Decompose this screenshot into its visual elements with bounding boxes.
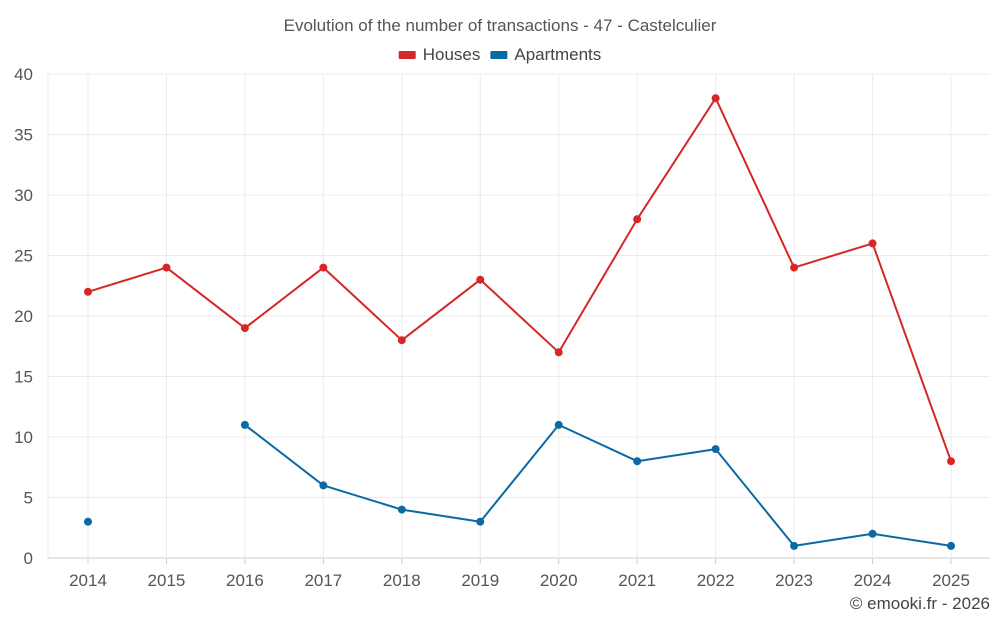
data-point-apartments[interactable]: [84, 517, 92, 526]
data-point-houses[interactable]: [868, 239, 877, 248]
x-tick-label: 2024: [854, 571, 892, 590]
data-point-apartments[interactable]: [790, 541, 799, 550]
data-point-apartments[interactable]: [711, 445, 720, 454]
series-line-apartments: [244, 423, 952, 547]
x-tick-label: 2025: [932, 571, 970, 590]
legend-label: Houses: [423, 45, 481, 64]
x-tick-label: 2022: [697, 571, 735, 590]
footer-credit: © emooki.fr - 2026: [850, 594, 990, 613]
data-point-houses[interactable]: [240, 324, 249, 333]
y-tick-label: 10: [14, 428, 33, 447]
series-layer: [84, 94, 955, 550]
data-point-apartments[interactable]: [947, 541, 955, 550]
series-apartments: [84, 420, 955, 550]
y-tick-label: 20: [14, 307, 33, 326]
data-point-houses[interactable]: [84, 287, 92, 296]
x-tick-label: 2018: [383, 571, 421, 590]
x-tick-label: 2020: [540, 571, 578, 590]
data-point-houses[interactable]: [554, 348, 563, 357]
data-point-houses[interactable]: [947, 457, 955, 466]
y-tick-label: 40: [14, 65, 33, 84]
x-tick-label: 2016: [226, 571, 264, 590]
data-point-houses[interactable]: [319, 263, 328, 272]
data-point-apartments[interactable]: [554, 420, 563, 429]
legend-label: Apartments: [514, 45, 601, 64]
legend-item-houses[interactable]: Houses: [398, 45, 481, 64]
data-point-houses[interactable]: [476, 275, 485, 284]
data-point-apartments[interactable]: [476, 517, 485, 526]
legend-swatch: [398, 51, 416, 59]
legend-item-apartments[interactable]: Apartments: [490, 45, 601, 64]
data-point-houses[interactable]: [711, 94, 720, 103]
data-point-houses[interactable]: [633, 215, 642, 224]
y-tick-label: 30: [14, 186, 33, 205]
y-tick-label: 0: [24, 549, 33, 568]
x-tick-label: 2021: [618, 571, 656, 590]
legend-swatch: [490, 51, 508, 59]
data-point-apartments[interactable]: [240, 420, 249, 429]
data-point-apartments[interactable]: [633, 457, 642, 466]
y-tick-label: 25: [14, 247, 33, 266]
x-tick-label: 2017: [304, 571, 342, 590]
chart-title: Evolution of the number of transactions …: [284, 16, 717, 35]
data-point-apartments[interactable]: [868, 529, 877, 538]
x-tick-label: 2023: [775, 571, 813, 590]
series-line-houses: [87, 97, 952, 462]
x-tick-label: 2015: [148, 571, 186, 590]
x-tick-label: 2014: [69, 571, 107, 590]
x-tick-label: 2019: [461, 571, 499, 590]
legend: Houses Apartments: [398, 45, 601, 64]
data-point-houses[interactable]: [162, 263, 171, 272]
data-point-apartments[interactable]: [319, 481, 328, 490]
data-point-houses[interactable]: [397, 336, 406, 345]
grid-lines: [47, 73, 990, 559]
y-axis: 0 5 10 15 20 25 30 35 40: [14, 65, 33, 568]
y-tick-label: 5: [24, 489, 33, 508]
y-tick-label: 35: [14, 126, 33, 145]
x-axis: 2014 2015 2016 2017 2018 2019 2020 2021 2022 2023…: [69, 558, 970, 590]
data-point-apartments[interactable]: [397, 505, 406, 514]
series-houses: [84, 94, 955, 466]
data-point-houses[interactable]: [790, 263, 799, 272]
y-tick-label: 15: [14, 368, 33, 387]
